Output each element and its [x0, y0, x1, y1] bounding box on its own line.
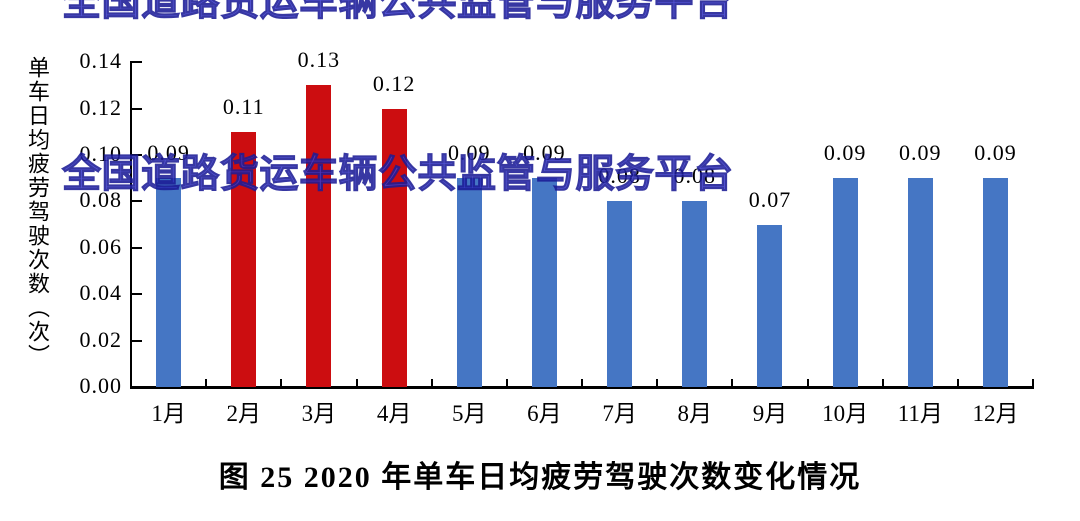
bar-value-label: 0.11 — [222, 93, 265, 119]
bar — [456, 178, 482, 387]
y-tick-mark — [132, 293, 142, 296]
bar-value-label: 0.08 — [598, 163, 641, 189]
x-axis-label: 3月 — [301, 401, 337, 426]
bar-value-label: 0.13 — [297, 47, 341, 73]
y-axis-title: 单车日均疲劳驾驶次数（次） — [25, 56, 50, 368]
bar — [231, 131, 257, 387]
x-tick-mark — [1032, 379, 1035, 387]
bar — [682, 201, 708, 387]
x-tick-mark — [581, 379, 584, 387]
bar-value-label: 0.09 — [448, 140, 491, 166]
y-tick-label: 0.06 — [79, 233, 122, 259]
x-axis-label: 1月 — [151, 401, 186, 426]
bar — [757, 224, 783, 387]
y-tick-label: 0.14 — [79, 48, 122, 74]
bar — [381, 108, 407, 387]
x-axis-label: 10月 — [822, 401, 869, 426]
y-tick-mark — [132, 154, 142, 156]
x-tick-mark — [130, 379, 132, 387]
bar — [156, 178, 182, 387]
y-tick-label: 0.02 — [79, 326, 122, 352]
bar-value-label: 0.12 — [372, 70, 416, 96]
x-tick-mark — [280, 379, 283, 387]
x-axis-label: 9月 — [752, 401, 788, 426]
y-tick-mark — [132, 386, 142, 388]
x-axis-label: 6月 — [527, 401, 562, 426]
y-tick-label: 0.12 — [79, 94, 122, 120]
bar — [907, 178, 933, 387]
y-tick-label: 0.08 — [79, 187, 122, 213]
x-axis-line — [130, 386, 1034, 389]
x-tick-mark — [430, 379, 433, 387]
x-tick-mark — [505, 379, 508, 387]
x-tick-mark — [731, 379, 734, 387]
y-tick-mark — [132, 339, 142, 342]
x-axis-label: 12月 — [972, 401, 1019, 426]
bar-value-label: 0.09 — [147, 140, 190, 166]
bar — [306, 85, 332, 387]
bar — [607, 201, 633, 387]
bar-value-label: 0.09 — [523, 140, 566, 166]
x-axis-label: 5月 — [452, 401, 487, 426]
y-tick-mark — [132, 246, 142, 249]
bar — [832, 178, 858, 387]
x-tick-mark — [806, 379, 809, 387]
y-tick-label: 0.10 — [79, 141, 122, 166]
bar-value-label: 0.09 — [823, 140, 867, 166]
bar — [982, 178, 1008, 387]
bar-value-label: 0.09 — [974, 140, 1017, 166]
bar-value-label: 0.08 — [673, 163, 717, 189]
bar-value-label: 0.09 — [899, 140, 942, 166]
x-tick-mark — [656, 379, 659, 387]
x-axis-label: 7月 — [602, 401, 637, 426]
y-axis-line — [130, 61, 132, 389]
y-tick-label: 0.04 — [79, 280, 122, 306]
x-axis-label: 2月 — [226, 401, 262, 426]
x-tick-mark — [205, 379, 208, 387]
watermark-top: 全国道路货运车辆公共监管与服务平台 — [62, 0, 734, 24]
watermark-middle: 全国道路货运车辆公共监管与服务平台 — [62, 153, 734, 196]
y-tick-mark — [132, 61, 142, 64]
bar-value-label: 0.07 — [748, 186, 792, 212]
chart-caption: 图 25 2020 年单车日均疲劳驾驶次数变化情况 — [218, 461, 862, 494]
y-tick-label: 0.00 — [79, 373, 122, 398]
bar — [531, 178, 557, 387]
x-tick-mark — [355, 379, 358, 387]
y-tick-mark — [132, 200, 142, 203]
x-tick-mark — [881, 379, 884, 387]
x-tick-mark — [956, 379, 959, 387]
x-axis-label: 11月 — [897, 401, 943, 426]
x-axis-label: 4月 — [376, 401, 412, 426]
x-axis-label: 8月 — [677, 401, 713, 426]
y-tick-mark — [132, 107, 142, 110]
